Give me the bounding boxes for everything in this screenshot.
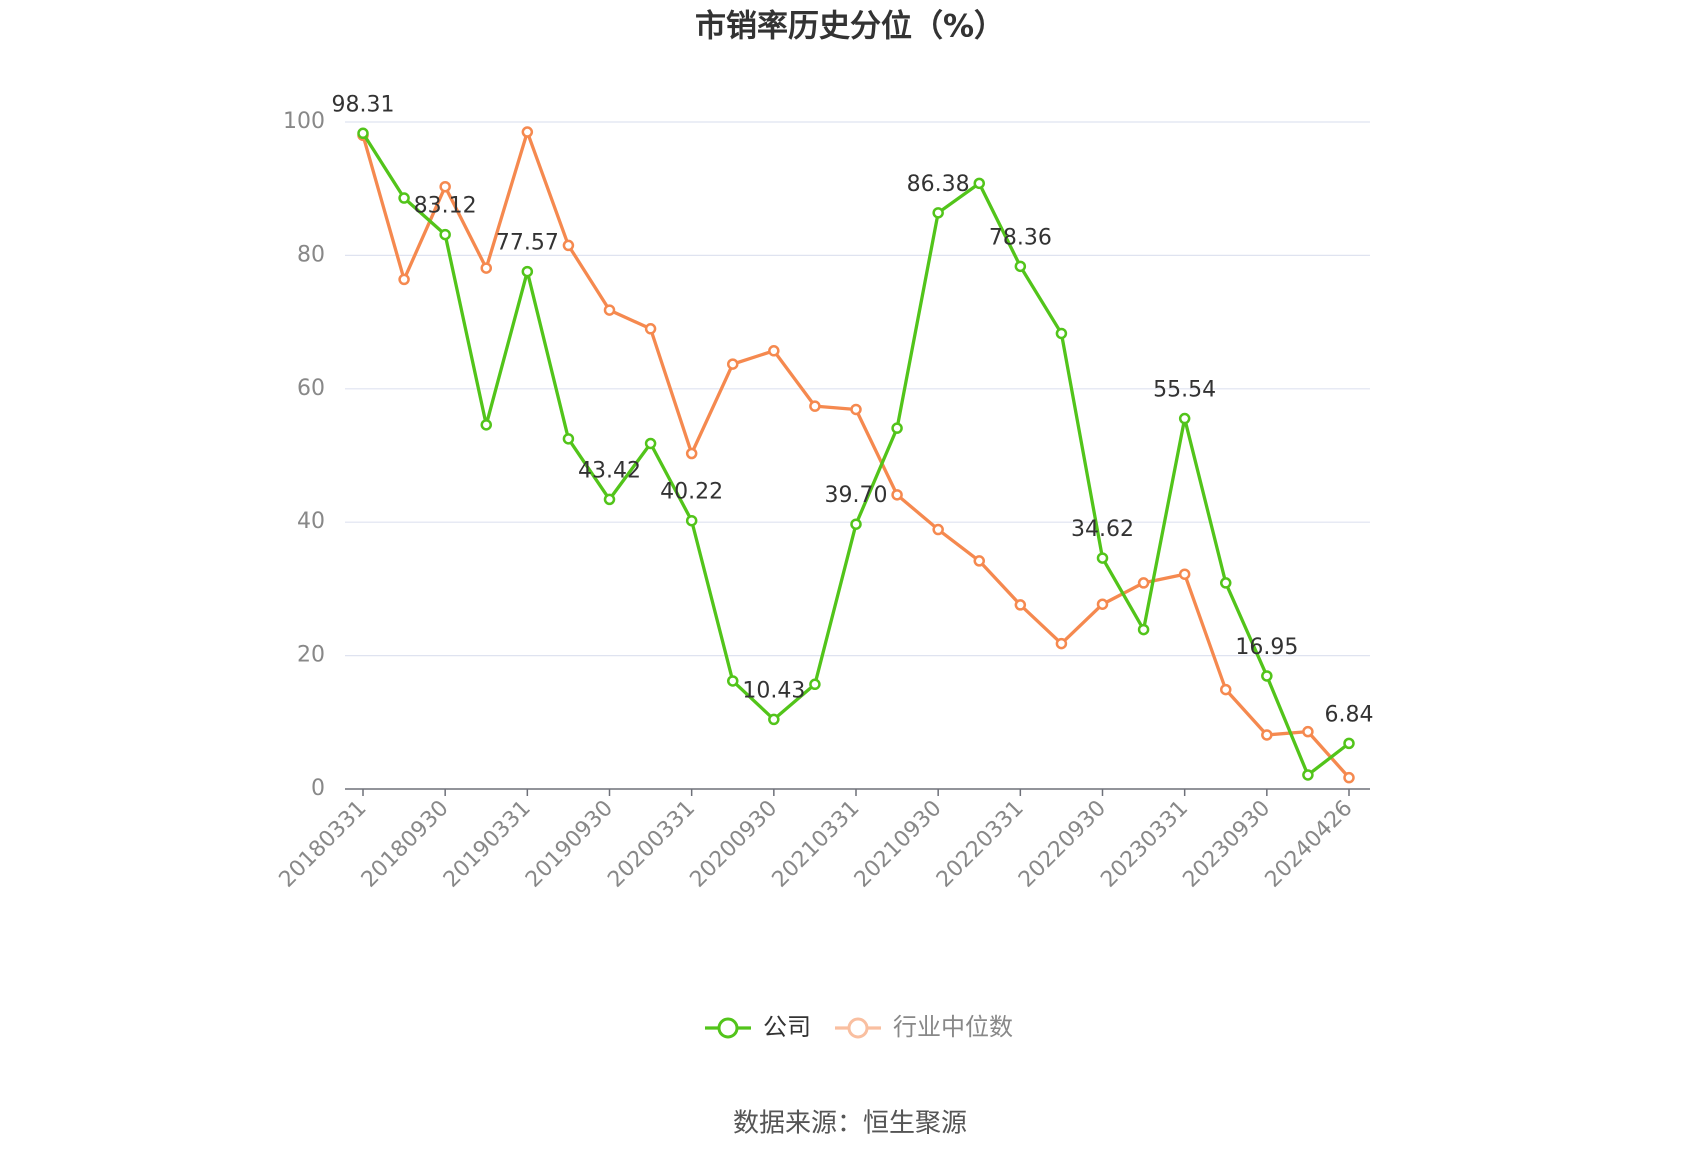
point [1014, 599, 1027, 611]
point [521, 126, 534, 138]
point [685, 447, 698, 460]
y-tick-label: 60 [297, 376, 325, 401]
legend-label: 公司 [763, 1013, 811, 1041]
point [521, 265, 534, 278]
legend-marker [717, 1017, 739, 1039]
point [1055, 327, 1068, 340]
data-label: 6.84 [1325, 702, 1374, 727]
chart-title: 市销率历史分位（%） [695, 9, 1005, 45]
x-tick-label: 20220331 [932, 796, 1029, 893]
point [1343, 737, 1355, 750]
point [1261, 729, 1273, 741]
point [398, 192, 410, 204]
x-tick-label: 20210331 [768, 796, 865, 893]
point [891, 422, 903, 434]
point [480, 262, 492, 274]
point [603, 493, 616, 506]
point [727, 675, 739, 687]
point [809, 400, 821, 412]
point [1096, 552, 1109, 564]
source-note: 数据来源：恒生聚源 [733, 1109, 967, 1139]
data-label: 55.54 [1153, 378, 1216, 403]
data-label: 34.62 [1071, 517, 1134, 542]
data-label: 16.95 [1235, 635, 1298, 660]
point [439, 180, 451, 193]
point [1220, 683, 1232, 696]
y-tick-label: 100 [283, 109, 325, 134]
point [973, 555, 985, 567]
x-tick-label: 20180930 [357, 796, 454, 893]
data-label: 78.36 [989, 225, 1052, 250]
point [932, 207, 944, 219]
point [439, 228, 451, 241]
y-tick-label: 20 [297, 643, 325, 668]
y-tick-label: 80 [297, 242, 325, 267]
point [932, 523, 944, 536]
point [768, 713, 780, 726]
data-label: 83.12 [414, 194, 477, 219]
point [357, 127, 369, 140]
x-tick-label: 20200930 [685, 796, 782, 893]
point [1343, 771, 1355, 784]
x-tick-label: 20210930 [850, 796, 947, 893]
legend-item[interactable]: 行业中位数 [835, 1013, 1013, 1041]
x-tick-label: 20240426 [1261, 796, 1358, 893]
point [850, 403, 862, 416]
point [480, 419, 492, 431]
point [644, 323, 657, 335]
x-tick-label: 20180331 [275, 796, 372, 893]
data-label: 10.43 [742, 678, 805, 703]
point [1137, 577, 1150, 589]
point [1178, 568, 1191, 580]
point [644, 437, 657, 450]
point [1302, 769, 1314, 781]
x-tick-label: 20190331 [439, 796, 536, 893]
point [603, 304, 616, 316]
y-tick-label: 0 [311, 776, 325, 801]
series-line [361, 132, 1351, 777]
data-label: 86.38 [907, 172, 970, 197]
legend-item[interactable]: 公司 [705, 1013, 811, 1041]
y-tick-label: 40 [297, 509, 325, 534]
point [685, 514, 698, 527]
point [1096, 598, 1109, 610]
point [768, 345, 780, 357]
point [1220, 577, 1232, 589]
point [1055, 637, 1068, 650]
point [727, 358, 739, 370]
legend-marker [847, 1017, 869, 1039]
point [1261, 670, 1273, 682]
x-tick-label: 20230331 [1096, 796, 1193, 893]
point [1014, 260, 1027, 273]
point [850, 518, 862, 530]
point [973, 177, 985, 190]
data-label: 40.22 [660, 480, 723, 505]
point [398, 273, 410, 286]
point [891, 489, 903, 501]
point [809, 678, 821, 691]
legend-label: 行业中位数 [893, 1013, 1013, 1041]
data-label: 43.42 [578, 458, 641, 483]
point [1302, 725, 1314, 738]
point [1178, 412, 1191, 425]
data-label: 39.70 [825, 483, 888, 508]
point [562, 433, 575, 445]
x-tick-label: 20200331 [603, 796, 700, 893]
x-tick-label: 20230930 [1178, 796, 1275, 893]
x-tick-label: 20220930 [1014, 796, 1111, 893]
data-label: 98.31 [332, 92, 395, 117]
point [562, 239, 575, 252]
point [1137, 623, 1150, 636]
series-line [361, 130, 1351, 779]
data-label: 77.57 [496, 231, 559, 256]
x-tick-label: 20190930 [521, 796, 618, 893]
